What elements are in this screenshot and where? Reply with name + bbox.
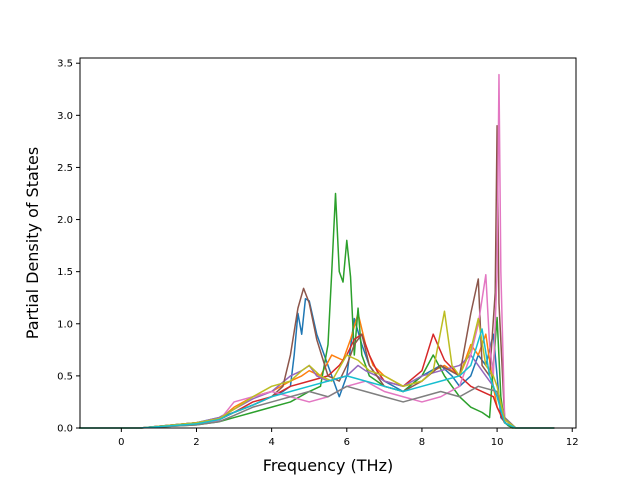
x-axis-ticks: 0 2 4 6 8 10 12 bbox=[118, 428, 579, 448]
y-tick-label: 0.5 bbox=[57, 371, 73, 382]
y-tick-label: 2.5 bbox=[57, 163, 73, 174]
y-tick-label: 1.0 bbox=[57, 319, 73, 330]
y-tick-label: 3.0 bbox=[57, 111, 73, 122]
x-tick-label: 0 bbox=[118, 437, 124, 448]
series-line-9 bbox=[79, 310, 555, 429]
y-tick-label: 0.0 bbox=[57, 424, 73, 435]
plot-frame bbox=[79, 57, 577, 429]
x-axis-label: Frequency (THz) bbox=[263, 456, 393, 475]
series-line-3 bbox=[79, 192, 555, 429]
series-line-8 bbox=[79, 385, 555, 429]
y-axis-label: Partial Density of States bbox=[23, 147, 42, 339]
x-tick-label: 8 bbox=[419, 437, 425, 448]
series-line-6 bbox=[79, 125, 555, 429]
y-tick-label: 3.5 bbox=[57, 59, 73, 70]
series-layer bbox=[79, 73, 555, 429]
y-tick-label: 1.5 bbox=[57, 267, 73, 278]
x-tick-label: 4 bbox=[268, 437, 274, 448]
x-tick-label: 2 bbox=[193, 437, 199, 448]
x-tick-label: 12 bbox=[566, 437, 579, 448]
series-line-4 bbox=[79, 333, 555, 429]
x-tick-label: 10 bbox=[491, 437, 504, 448]
x-tick-label: 6 bbox=[344, 437, 350, 448]
y-tick-label: 2.0 bbox=[57, 215, 73, 226]
y-axis-ticks: 0.0 0.5 1.0 1.5 2.0 2.5 3.0 3.5 bbox=[57, 59, 80, 435]
series-line-10 bbox=[79, 328, 555, 429]
series-line-5 bbox=[79, 354, 555, 429]
